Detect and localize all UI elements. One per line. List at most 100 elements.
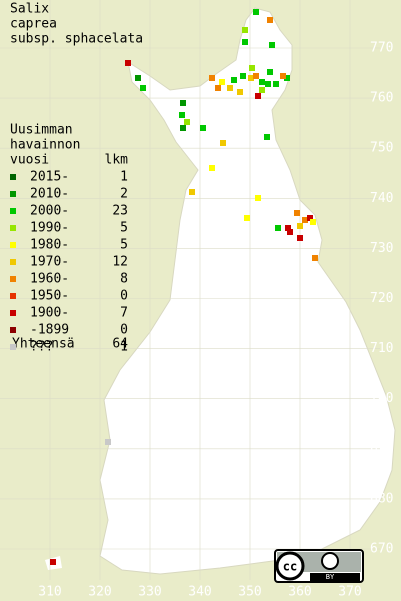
legend-count: 0 — [120, 323, 128, 338]
legend-label: 2000- — [30, 204, 69, 219]
legend-swatch — [10, 276, 16, 282]
x-tick-label: 330 — [138, 585, 161, 600]
legend-label: 2015- — [30, 170, 69, 185]
observation-marker — [220, 140, 226, 146]
observation-marker — [265, 81, 271, 87]
legend-swatch — [10, 327, 16, 333]
observation-marker — [255, 93, 261, 99]
x-tick-label: 320 — [88, 585, 111, 600]
cc-text: cc — [283, 560, 297, 574]
legend-count: 1 — [120, 340, 128, 355]
x-tick-label: 310 — [38, 585, 61, 600]
y-tick-label: 770 — [370, 41, 393, 56]
legend-swatch — [10, 225, 16, 231]
finland-outline — [99, 7, 396, 575]
legend-label: ??? — [30, 340, 53, 355]
legend-count: 8 — [120, 272, 128, 287]
title-line: Salix — [10, 2, 49, 17]
observation-marker — [50, 559, 56, 565]
legend-count: 0 — [120, 289, 128, 304]
title-line: subsp. sphacelata — [10, 32, 143, 47]
legend-count: 7 — [120, 306, 128, 321]
observation-marker — [200, 125, 206, 131]
legend-label: 2010- — [30, 187, 69, 202]
y-tick-label: 680 — [370, 491, 393, 506]
observation-marker — [259, 87, 265, 93]
grid: 310 320 330 340 350 360 3706706806907007107207… — [0, 0, 393, 600]
observation-marker — [249, 65, 255, 71]
y-tick-label: 690 — [370, 441, 393, 456]
observation-marker — [302, 217, 308, 223]
title: Salix caprea subsp. sphacelata — [10, 2, 143, 47]
observation-marker — [227, 85, 233, 91]
legend-label: 1900- — [30, 306, 69, 321]
by-icon — [321, 552, 339, 570]
x-tick-label: 340 — [188, 585, 211, 600]
cc-circle — [275, 551, 305, 581]
y-tick-label: 710 — [370, 341, 393, 356]
observation-marker — [310, 219, 316, 225]
legend-count: 1 — [120, 170, 128, 185]
x-tick-label: 360 — [288, 585, 311, 600]
observation-marker — [297, 235, 303, 241]
y-tick-label: 760 — [370, 91, 393, 106]
legend-header: havainnon — [10, 138, 80, 153]
observation-marker — [140, 85, 146, 91]
observation-marker — [255, 195, 261, 201]
y-tick-label: 720 — [370, 291, 393, 306]
observation-marker — [248, 75, 254, 81]
legend-count: 12 — [112, 255, 128, 270]
observation-marker — [237, 89, 243, 95]
observation-marker — [184, 119, 190, 125]
observation-marker — [219, 79, 225, 85]
legend-label: 1960- — [30, 272, 69, 287]
legend-label: -1899 — [30, 323, 69, 338]
observation-marker — [231, 77, 237, 83]
observation-marker — [259, 79, 265, 85]
title-line: caprea — [10, 17, 57, 32]
legend-header: vuosi — [10, 153, 49, 168]
observation-marker — [209, 75, 215, 81]
legend-label: 1970- — [30, 255, 69, 270]
observation-marker — [240, 73, 246, 79]
legend-count: 5 — [120, 238, 128, 253]
observation-marker — [253, 73, 259, 79]
observation-marker — [287, 229, 293, 235]
observation-marker — [294, 210, 300, 216]
legend-label: 1950- — [30, 289, 69, 304]
observation-marker — [267, 17, 273, 23]
observation-marker — [297, 223, 303, 229]
legend-total: 64 — [112, 337, 128, 352]
legend-swatch — [10, 191, 16, 197]
observation-marker — [307, 215, 313, 221]
legend-count: 23 — [112, 204, 128, 219]
legend-count: 5 — [120, 221, 128, 236]
legend-swatch — [10, 259, 16, 265]
legend-swatch — [10, 344, 16, 350]
observation-marker — [244, 215, 250, 221]
observation-marker — [125, 60, 131, 66]
legend-label: 1990- — [30, 221, 69, 236]
observation-marker — [264, 134, 270, 140]
observation-marker — [275, 225, 281, 231]
observation-marker — [180, 125, 186, 131]
legend-count: 2 — [120, 187, 128, 202]
markers — [50, 9, 318, 565]
observation-marker — [285, 225, 291, 231]
observation-marker — [135, 75, 141, 81]
legend-swatch — [10, 174, 16, 180]
observation-marker — [242, 27, 248, 33]
observation-marker — [269, 42, 275, 48]
observation-marker — [189, 189, 195, 195]
x-tick-label: 350 — [238, 585, 261, 600]
legend-swatch — [10, 242, 16, 248]
y-tick-label: 670 — [370, 542, 393, 557]
y-tick-label: 700 — [370, 391, 393, 406]
observation-marker — [105, 439, 111, 445]
x-tick-label: 370 — [338, 585, 361, 600]
observation-marker — [284, 75, 290, 81]
y-tick-label: 750 — [370, 141, 393, 156]
y-tick-label: 730 — [370, 241, 393, 256]
